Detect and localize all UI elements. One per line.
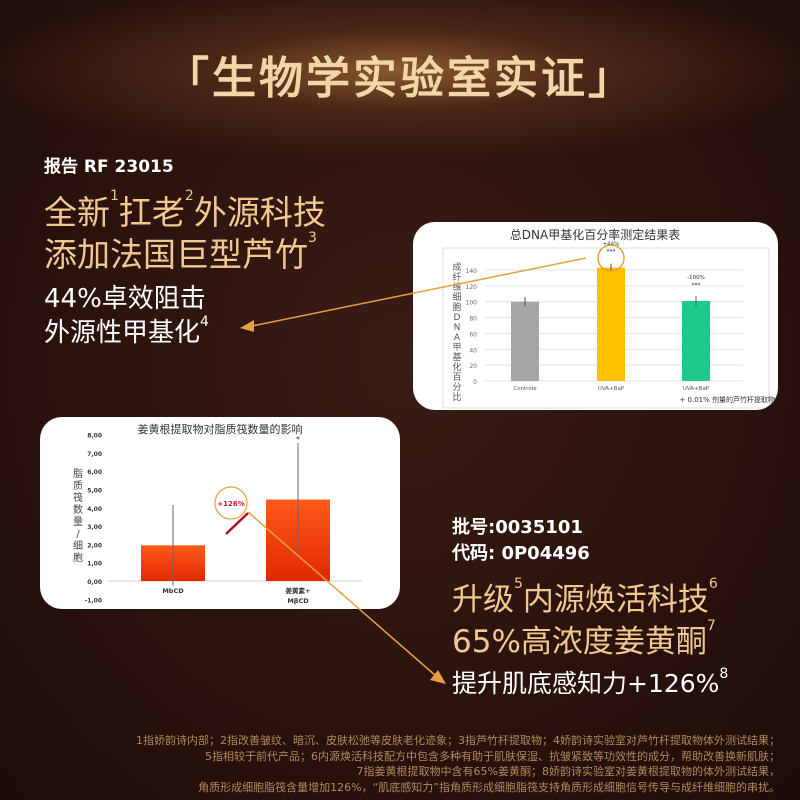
y-axis-label-char: 基 [452, 351, 461, 363]
y-tick-label: 2,00 [87, 542, 102, 549]
y-tick-label: 140 [466, 268, 478, 275]
headline-line3: 升级5内源焕活科技6 [452, 576, 718, 618]
data-annotation: -100% [687, 275, 705, 281]
y-axis-label-char: 成 [452, 261, 461, 273]
y-axis-label-char: / [76, 529, 80, 540]
batch-number: 批号:0035101 [452, 517, 583, 538]
x-tick-label: MβCD [287, 597, 309, 605]
y-axis-label-char: 胞 [73, 552, 83, 564]
headline-line1: 全新1扛老2外源科技 [44, 188, 326, 232]
significance-label: *** [692, 282, 701, 289]
y-axis-label-char: 细 [73, 539, 83, 552]
footnote: 5指相较于前代产品；6内源焕活科技配方中包含多种有助于肌肤保湿、抗皱紧致等功效性… [205, 749, 780, 763]
y-tick-label: 0 [473, 379, 477, 386]
plot-frame [442, 247, 770, 409]
x-tick-label: UVA+BaP [598, 386, 625, 392]
y-tick-label: 120 [466, 284, 478, 291]
significance-label: * [296, 435, 300, 444]
arrow-head-icon [240, 320, 254, 332]
footnote: 7指姜黄根提取物中含有65%姜黄酮；8娇韵诗实验室对姜黄根提取物的体外测试结果， [356, 765, 780, 778]
x-tick-label: UVA+BaP [683, 386, 710, 392]
dna-methylation-chart: 总DNA甲基化百分率测定结果表 0 20 40 60 80 100 120 140 成纤维细胞 D N… [413, 222, 778, 410]
claim-line3: 提升肌底感知力+126%8 [452, 666, 729, 698]
x-tick-label: MbCD [162, 587, 184, 595]
y-axis-label-char: D [454, 313, 461, 323]
lipid-raft-chart: 姜黄根提取物对脂质筏数量的影响 -1,00 0,00 1,00 2,00 3,00 4,00… [40, 417, 400, 609]
highlight-circle [214, 486, 248, 520]
footnote: 角质形成细胞脂筏含量增加126%，“肌底感知力”指角质形成细胞脂筏支持角质形成细… [198, 780, 780, 794]
y-tick-label: 0,00 [87, 579, 102, 586]
report-number: 报告 RF 23015 [44, 157, 174, 177]
y-axis-label-char: 胞 [452, 301, 461, 313]
y-tick-label: 8,00 [87, 433, 102, 440]
y-tick-label: -1,00 [85, 597, 102, 604]
y-tick-label: 1,00 [87, 561, 102, 568]
y-tick-label: 7,00 [87, 451, 102, 458]
red-arrow-icon [225, 512, 249, 535]
footnotes: 1指娇韵诗内部；2指改善皱纹、暗沉、皮肤松弛等皮肤老化迹象；3指芦竹杆提取物；4… [20, 733, 780, 795]
page-title: 「生物学实验室实证」 [165, 53, 635, 104]
y-axis-label-char: 化 [452, 361, 461, 373]
x-tick-label: Controle [513, 386, 537, 392]
y-axis-label-char: A [454, 333, 461, 343]
y-tick-label: 60 [469, 331, 477, 338]
y-tick-label: 100 [466, 300, 478, 307]
y-tick-label: 40 [469, 347, 477, 354]
bar [682, 300, 710, 381]
y-axis-label-char: 筏 [73, 491, 83, 504]
y-axis-label-char: 百 [452, 372, 461, 383]
y-axis-label-char: N [454, 323, 461, 333]
data-annotation: +126% [217, 500, 245, 508]
chart-title: 总DNA甲基化百分率测定结果表 [510, 227, 680, 242]
product-code: 代码: 0P04496 [452, 543, 590, 564]
chart-title: 姜黄根提取物对脂质筏数量的影响 [138, 422, 303, 436]
y-axis-label-char: 纤 [452, 271, 461, 283]
y-axis-label-char: 细 [452, 291, 461, 303]
y-tick-label: 80 [469, 316, 477, 323]
y-axis-label-char: 甲 [452, 342, 461, 353]
headline-line2: 添加法国巨型芦竹3 [44, 230, 317, 274]
y-axis-label-char: 比 [452, 391, 461, 403]
y-axis-label-char: 数 [73, 503, 83, 516]
bar [511, 301, 539, 381]
significance-label: *** [607, 249, 616, 256]
y-tick-label: 20 [469, 363, 477, 370]
claim-line2: 外源性甲基化4 [44, 314, 209, 348]
y-tick-label: 6,00 [87, 469, 102, 476]
arrow-head-icon [430, 670, 446, 684]
y-tick-label: 4,00 [87, 506, 102, 513]
y-axis-label-char: 质 [73, 480, 83, 492]
footnote: 1指娇韵诗内部；2指改善皱纹、暗沉、皮肤松弛等皮肤老化迹象；3指芦竹杆提取物；4… [136, 734, 780, 747]
highlight-circle [597, 244, 625, 272]
y-axis-label-char: 分 [452, 382, 461, 393]
y-axis-label-char: 量 [73, 516, 83, 528]
x-tick-label: 姜黄素+ [286, 586, 311, 595]
y-tick-label: 5,00 [87, 488, 102, 495]
claim-line1: 44%卓效阻击 [44, 284, 206, 314]
category-note: + 0.01% 剂量的芦竹杆提取物 [679, 395, 775, 404]
bar [597, 267, 625, 381]
y-axis-label-char: 维 [452, 281, 461, 293]
headline-line4: 65%高浓度姜黄酮7 [452, 618, 716, 660]
y-tick-label: 3,00 [87, 524, 102, 531]
y-axis-label-char: 脂 [73, 467, 83, 480]
